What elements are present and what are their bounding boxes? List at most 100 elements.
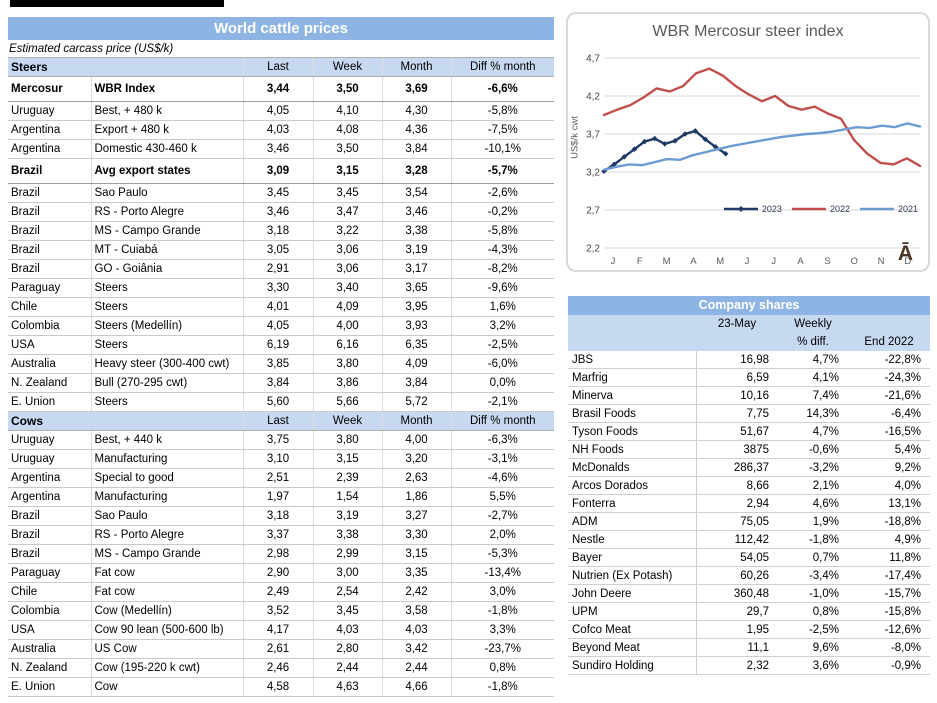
column-header: Last xyxy=(243,57,314,77)
table-row: Colombia Steers (Medellín) 4,05 4,00 3,93 3,2… xyxy=(8,316,555,336)
month-cell: 2,42 xyxy=(382,582,452,602)
region-cell: Brazil xyxy=(8,506,92,526)
week-cell: 3,40 xyxy=(313,278,383,298)
last-cell: 4,17 xyxy=(243,620,314,640)
weekly-cell: 0,7% xyxy=(778,548,848,567)
price-cell: 286,37 xyxy=(696,458,778,477)
region-cell: Chile xyxy=(8,582,92,602)
section-header-row: Steers Last Week Month Diff % month xyxy=(8,57,555,77)
last-cell: 3,44 xyxy=(243,76,314,102)
weekly-cell: -1,8% xyxy=(778,530,848,549)
price-cell: 10,16 xyxy=(696,386,778,405)
series-marker xyxy=(611,161,617,168)
x-tick-label: O xyxy=(851,256,858,267)
shares-row: Brasil Foods 7,75 14,3% -6,4% xyxy=(568,404,930,423)
month-cell: 3,30 xyxy=(382,525,452,545)
weekly-cell: 4,1% xyxy=(778,368,848,387)
week-cell: 3,50 xyxy=(313,139,383,159)
diff-cell: 0,0% xyxy=(451,373,555,393)
price-cell: 3875 xyxy=(696,440,778,459)
shares-row: Bayer 54,05 0,7% 11,8% xyxy=(568,548,930,567)
diff-cell: -2,7% xyxy=(451,506,555,526)
price-cell: 112,42 xyxy=(696,530,778,549)
month-cell: 6,35 xyxy=(382,335,452,355)
region-cell: Brazil xyxy=(8,525,92,545)
price-cell: 60,26 xyxy=(696,566,778,585)
region-cell: Uruguay xyxy=(8,430,92,450)
price-cell: 1,95 xyxy=(696,620,778,639)
shares-header-blank xyxy=(568,315,696,333)
description-cell: Fat cow xyxy=(91,563,244,583)
cattle-prices-panel: World cattle prices Estimated carcass pr… xyxy=(8,17,555,703)
week-cell: 3,45 xyxy=(313,183,383,203)
company-shares-table: 23-May Weekly % diff. End 2022 JBS 16,98 4… xyxy=(568,315,930,675)
column-header: Week xyxy=(313,57,383,77)
shares-row: Tyson Foods 51,67 4,7% -16,5% xyxy=(568,422,930,441)
last-cell: 3,46 xyxy=(243,139,314,159)
diff-cell: -2,5% xyxy=(451,335,555,355)
weekly-cell: 4,6% xyxy=(778,494,848,513)
last-cell: 2,51 xyxy=(243,468,314,488)
last-cell: 5,60 xyxy=(243,392,314,412)
table-row: USA Cow 90 lean (500-600 lb) 4,17 4,03 4,03 3… xyxy=(8,620,555,640)
end-2022-cell: 11,8% xyxy=(848,548,930,567)
table-row: Brazil GO - Goiânia 2,91 3,06 3,17 -8,2% xyxy=(8,259,555,279)
region-cell: N. Zealand xyxy=(8,373,92,393)
week-cell: 2,39 xyxy=(313,468,383,488)
price-cell: 51,67 xyxy=(696,422,778,441)
region-cell: Brazil xyxy=(8,221,92,241)
table-row: Brazil Avg export states 3,09 3,15 3,28 -5,7% xyxy=(8,158,555,184)
price-cell: 2,32 xyxy=(696,656,778,675)
chart-title: WBR Mercosur steer index xyxy=(652,23,844,40)
table-row: Uruguay Best, + 480 k 4,05 4,10 4,30 -5,8% xyxy=(8,101,555,121)
table-row: Argentina Manufacturing 1,97 1,54 1,86 5,5% xyxy=(8,487,555,507)
region-cell: Colombia xyxy=(8,316,92,336)
series-marker xyxy=(621,154,628,160)
month-cell: 3,95 xyxy=(382,297,452,317)
last-cell: 4,58 xyxy=(243,677,314,697)
shares-row: ADM 75,05 1,9% -18,8% xyxy=(568,512,930,531)
diff-cell: 2,0% xyxy=(451,525,555,545)
weekly-cell: -3,4% xyxy=(778,566,848,585)
month-cell: 3,42 xyxy=(382,639,452,659)
diff-cell: -0,2% xyxy=(451,202,555,222)
weekly-cell: -2,5% xyxy=(778,620,848,639)
description-cell: Manufacturing xyxy=(91,487,244,507)
company-name-cell: John Deere xyxy=(568,584,697,603)
description-cell: WBR Index xyxy=(91,76,244,102)
description-cell: Steers xyxy=(91,392,244,412)
description-cell: Export + 480 k xyxy=(91,120,244,140)
description-cell: RS - Porto Alegre xyxy=(91,525,244,545)
shares-header-row-2: % diff. End 2022 xyxy=(568,333,930,351)
diff-cell: -5,7% xyxy=(451,158,555,184)
week-cell: 1,54 xyxy=(313,487,383,507)
shares-row: Marfrig 6,59 4,1% -24,3% xyxy=(568,368,930,387)
last-cell: 4,03 xyxy=(243,120,314,140)
month-cell: 3,19 xyxy=(382,240,452,260)
shares-header-blank xyxy=(568,333,696,351)
table-row: Mercosur WBR Index 3,44 3,50 3,69 -6,6% xyxy=(8,76,555,102)
weekly-cell: -0,6% xyxy=(778,440,848,459)
section-header-row: Cows Last Week Month Diff % month xyxy=(8,411,555,431)
description-cell: Sao Paulo xyxy=(91,506,244,526)
week-cell: 4,00 xyxy=(313,316,383,336)
description-cell: US Cow xyxy=(91,639,244,659)
y-tick-label: 4,7 xyxy=(586,54,600,65)
column-header: Last xyxy=(243,411,314,431)
end-2022-cell: -22,8% xyxy=(848,351,930,369)
description-cell: MT - Cuiabá xyxy=(91,240,244,260)
end-2022-cell: 13,1% xyxy=(848,494,930,513)
table-row: Uruguay Manufacturing 3,10 3,15 3,20 -3,1% xyxy=(8,449,555,469)
month-cell: 4,30 xyxy=(382,101,452,121)
price-cell: 8,66 xyxy=(696,476,778,495)
month-cell: 3,28 xyxy=(382,158,452,184)
shares-row: NH Foods 3875 -0,6% 5,4% xyxy=(568,440,930,459)
week-cell: 3,86 xyxy=(313,373,383,393)
diff-cell: -6,0% xyxy=(451,354,555,374)
shares-row: UPM 29,7 0,8% -15,8% xyxy=(568,602,930,621)
x-tick-label: D xyxy=(904,256,911,267)
region-cell: Colombia xyxy=(8,601,92,621)
diff-cell: -8,2% xyxy=(451,259,555,279)
column-header: Month xyxy=(382,57,452,77)
table-row: Argentina Special to good 2,51 2,39 2,63 -4,6… xyxy=(8,468,555,488)
